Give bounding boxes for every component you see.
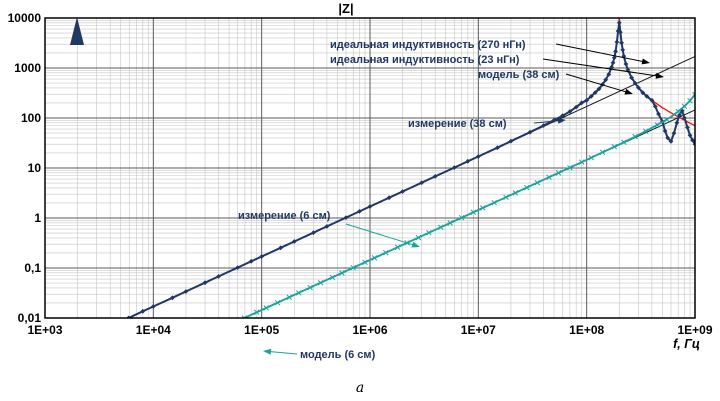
x-tick-label: 1E+07 [461, 323, 496, 337]
y-tick-label: 1000 [14, 61, 41, 75]
annotation-text: идеальная индуктивность (23 нГн) [330, 54, 520, 66]
annotation-ideal-23-label: идеальная индуктивность (23 нГн) [330, 54, 664, 79]
plot-border [44, 17, 696, 319]
x-tick-label: 1E+04 [136, 323, 171, 337]
annotation-text: идеальная индуктивность (270 нГн) [330, 39, 526, 51]
annotation-arrow-icon [411, 241, 420, 248]
x-tick-label: 1E+09 [677, 323, 712, 337]
y-tick-label: 10 [28, 161, 42, 175]
annotation-text: модель (6 см) [300, 349, 376, 361]
x-tick-label: 1E+05 [244, 323, 279, 337]
y-axis-arrow-icon [70, 17, 84, 45]
annotation-arrow-icon [641, 58, 650, 65]
annotation-text: измерение (38 см) [408, 118, 507, 130]
y-tick-label: 100 [21, 111, 41, 125]
y-tick-label: 10000 [8, 11, 42, 25]
annotation-model-38-label: модель (38 см) [478, 69, 633, 95]
y-tick-label: 0,01 [18, 311, 42, 325]
series-measurement-6cm [241, 91, 695, 318]
annotation-ideal-270-label: идеальная индуктивность (270 нГн) [330, 39, 650, 65]
annotation-text: модель (38 см) [478, 69, 560, 81]
annotation-model-6-label: модель (6 см) [263, 348, 376, 361]
annotation-arrow-icon [655, 72, 664, 79]
y-tick-label: 1 [34, 211, 41, 225]
series-measurement-38cm [126, 20, 695, 318]
x-tick-label: 1E+08 [569, 323, 604, 337]
annotation-arrow-icon [263, 348, 272, 355]
annotation-measurement-38-label: измерение (38 см) [408, 117, 566, 130]
annotation-text: измерение (6 см) [238, 210, 331, 222]
annotation-arrow-icon [557, 117, 566, 124]
x-tick-label: 1E+06 [352, 323, 387, 337]
annotation-arrow-icon [624, 88, 633, 95]
annotation-measurement-6-label: измерение (6 см) [238, 210, 420, 248]
x-tick-label: 1E+03 [27, 323, 62, 337]
figure-caption: а [355, 380, 365, 396]
grid [44, 17, 696, 319]
y-tick-label: 0,1 [24, 261, 41, 275]
x-axis-label: f, Гц [673, 337, 700, 351]
chart-title: |Z| [338, 1, 354, 16]
